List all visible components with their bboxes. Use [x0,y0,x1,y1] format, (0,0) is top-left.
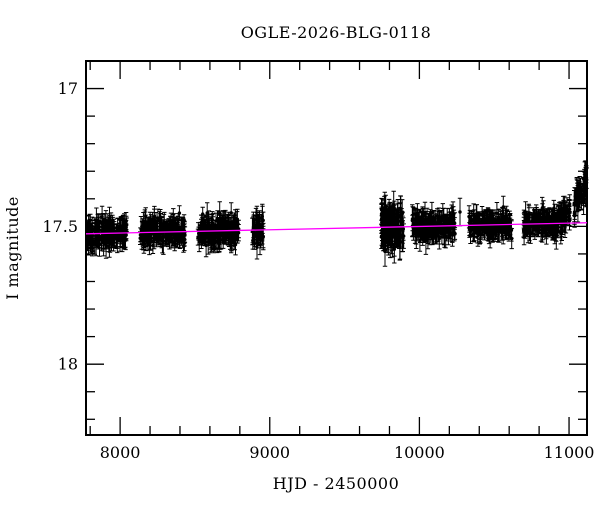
data-points [85,215,129,250]
x-tick-label: 10000 [394,443,445,462]
model-line [85,222,588,235]
y-axis-title: I magnitude [3,196,22,300]
x-tick-label: 8000 [100,443,141,462]
axis-tick-labels: 8000 9000 10000 11000 17 17.5 18 [42,79,594,462]
season-points [466,195,514,250]
season-points [138,205,188,256]
season-points [195,201,241,258]
model-line-group [85,222,588,235]
season-points [410,201,458,255]
x-axis-title: HJD - 2450000 [273,474,400,493]
y-tick-label: 17.5 [42,217,78,236]
y-tick-label: 17 [58,79,78,98]
season-points [250,203,266,260]
data-points [410,210,457,243]
season-points [521,194,572,250]
x-tick-label: 9000 [249,443,290,462]
axis-ticks [86,60,587,435]
season-points [85,205,129,259]
season-points [457,197,463,227]
chart-title: OGLE-2026-BLG-0118 [241,23,432,42]
y-tick-label: 18 [58,355,78,374]
season-points [379,190,406,267]
data-points-group [85,160,589,267]
plot-border [85,60,588,436]
x-tick-label: 11000 [544,443,595,462]
